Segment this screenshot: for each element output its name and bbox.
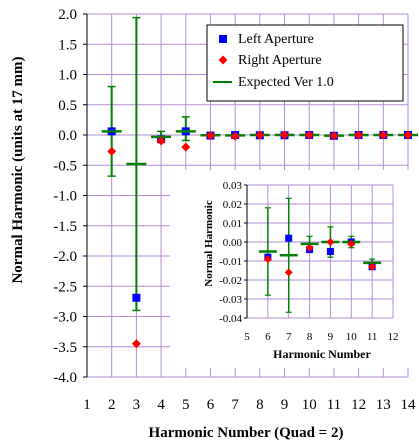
y-tick-label: -4.0 xyxy=(53,370,77,386)
inset-y-tick-label: 0.01 xyxy=(223,218,242,230)
x-tick-label: 13 xyxy=(376,397,391,413)
inset-x-tick-label: 10 xyxy=(346,331,358,343)
y-tick-label: 1.5 xyxy=(58,37,77,53)
main-series xyxy=(101,16,418,349)
x-tick-label: 8 xyxy=(256,397,264,413)
x-tick-label: 9 xyxy=(281,397,289,413)
y-tick-label: 2.0 xyxy=(58,7,77,23)
right-aperture-point xyxy=(156,136,166,146)
x-tick-label: 6 xyxy=(207,397,215,413)
inset-chart: 5 6 7 8 9 10 11 12 0.03 0.02 0.01 0.00 -0.01 -0.02 -0.… xyxy=(170,170,410,368)
inset-x-tick-label: 9 xyxy=(328,331,334,343)
x-tick-label: 5 xyxy=(182,397,190,413)
inset-y-axis-label: Normal Harmonic xyxy=(203,200,215,287)
x-tick-label: 10 xyxy=(302,397,317,413)
legend-box xyxy=(206,24,404,102)
inset-right-aperture-point xyxy=(347,239,356,248)
inset-x-tick-label: 5 xyxy=(244,331,250,343)
x-tick-label: 11 xyxy=(327,397,341,413)
left-aperture-point xyxy=(132,293,141,302)
x-tick-label: 2 xyxy=(108,397,116,413)
y-tick-label: -0.5 xyxy=(53,158,77,174)
x-tick-label: 14 xyxy=(401,397,417,413)
right-aperture-point xyxy=(181,142,191,152)
inset-right-aperture-point xyxy=(368,262,377,271)
right-aperture-point xyxy=(280,130,290,140)
inset-y-tick-label: 0.03 xyxy=(223,180,243,192)
right-aperture-point xyxy=(329,131,339,141)
legend: Left Aperture Right Aperture Expected Ver … xyxy=(206,24,404,102)
main-axes: 1 2 3 4 5 6 7 8 9 10 11 12 13 142.01.51.00.50.0-0.5-1… xyxy=(53,7,416,413)
right-aperture-point xyxy=(230,131,240,141)
right-aperture-point xyxy=(107,146,117,156)
inset-right-aperture-point xyxy=(305,243,314,252)
inset-x-tick-label: 8 xyxy=(307,331,313,343)
right-aperture-point xyxy=(255,130,265,140)
inset-right-aperture-point xyxy=(284,268,293,277)
y-axis-label: Normal Harmonic (units at 17 mm) xyxy=(10,56,26,283)
legend-left-aperture-swatch xyxy=(219,35,227,43)
inset-y-tick-label: -0.02 xyxy=(219,275,242,287)
inset-x-tick-label: 11 xyxy=(367,331,378,343)
right-aperture-point xyxy=(131,339,141,349)
inset-y-tick-label: -0.01 xyxy=(219,256,242,268)
inset-x-tick-label: 12 xyxy=(388,331,399,343)
y-tick-label: 0.0 xyxy=(58,128,77,144)
x-tick-label: 4 xyxy=(157,397,165,413)
legend-entry: Right Aperture xyxy=(238,53,322,68)
right-aperture-point xyxy=(403,130,413,140)
y-tick-label: -2.5 xyxy=(53,279,77,295)
y-tick-label: 0.5 xyxy=(58,98,77,114)
y-tick-label: -1.0 xyxy=(53,189,77,205)
y-tick-label: -1.5 xyxy=(53,219,77,235)
inset-x-tick-label: 7 xyxy=(286,331,292,343)
legend-entry: Expected Ver 1.0 xyxy=(238,75,334,90)
y-tick-label: -3.0 xyxy=(53,310,77,326)
inset-x-tick-label: 6 xyxy=(265,331,271,343)
inset-y-tick-label: -0.04 xyxy=(219,313,242,325)
y-tick-label: 1.0 xyxy=(58,68,77,84)
right-aperture-point xyxy=(378,130,388,140)
x-tick-label: 7 xyxy=(231,397,239,413)
y-tick-label: -2.0 xyxy=(53,249,77,265)
right-aperture-point xyxy=(205,131,215,141)
x-tick-label: 3 xyxy=(133,397,141,413)
inset-left-aperture-point xyxy=(326,248,334,255)
inset-x-axis-label: Harmonic Number xyxy=(273,347,371,361)
inset-y-tick-label: -0.03 xyxy=(219,294,242,306)
x-axis-label: Harmonic Number (Quad = 2) xyxy=(149,425,344,441)
inset-y-tick-label: 0.00 xyxy=(223,237,243,249)
legend-entry: Left Aperture xyxy=(238,32,314,47)
inset-y-tick-label: 0.02 xyxy=(223,199,242,211)
inset-right-aperture-point xyxy=(263,255,272,264)
legend-right-aperture-swatch xyxy=(218,55,228,65)
right-aperture-point xyxy=(304,130,314,140)
x-tick-label: 12 xyxy=(351,397,366,413)
right-aperture-point xyxy=(354,130,364,140)
inset-left-aperture-point xyxy=(285,234,293,242)
y-tick-label: -3.5 xyxy=(53,340,77,356)
x-tick-label: 1 xyxy=(83,397,91,413)
inset-right-aperture-point xyxy=(326,238,335,246)
